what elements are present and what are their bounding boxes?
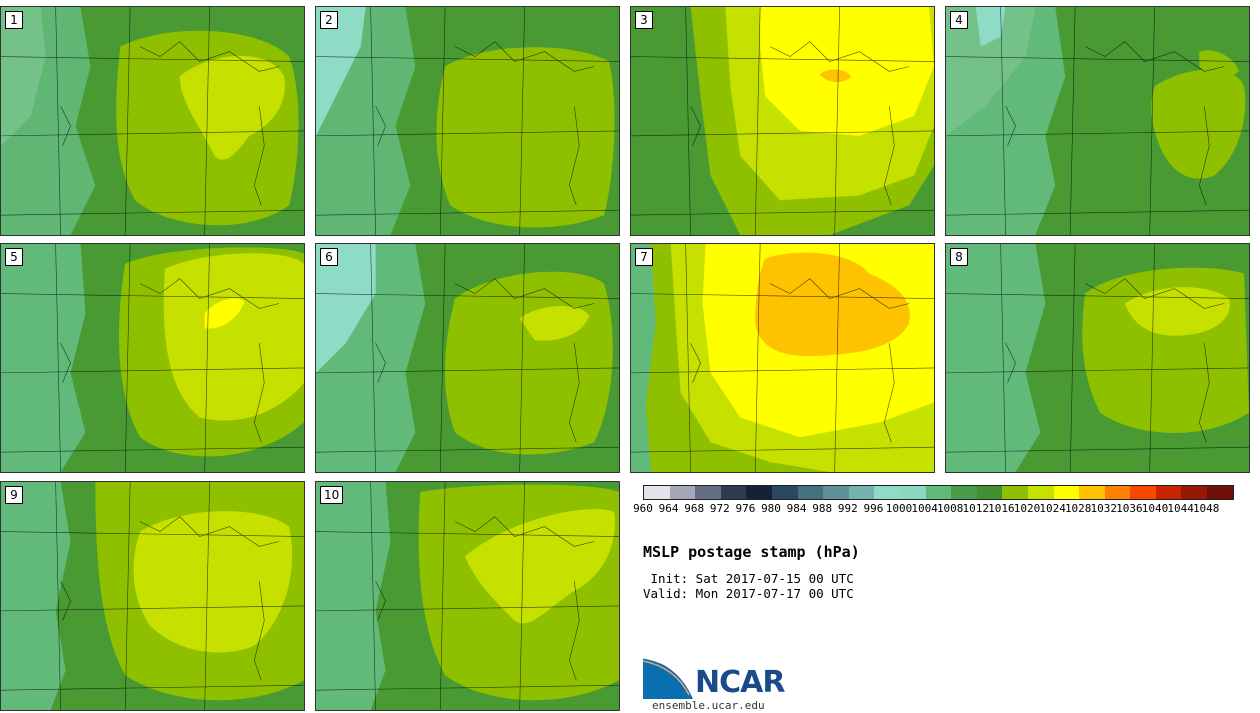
pressure-map	[316, 482, 619, 710]
valid-time: Valid: Mon 2017-07-17 00 UTC	[643, 586, 854, 601]
high-pressure-core	[519, 306, 590, 341]
colorbar-tick-label: 988	[812, 502, 833, 515]
colorbar-tick-label: 1000	[885, 502, 913, 515]
pressure-map	[1, 7, 304, 235]
colorbar-swatch	[1181, 486, 1208, 499]
stamp-number: 9	[5, 486, 23, 504]
colorbar-swatch	[695, 486, 721, 499]
pressure-map	[316, 7, 619, 235]
stamp-number: 4	[950, 11, 968, 29]
stamp-panel-10: 10	[315, 481, 620, 711]
colorbar-tick-label: 968	[684, 502, 705, 515]
colorbar-swatch	[1130, 486, 1156, 499]
stamp-number: 1	[5, 11, 23, 29]
colorbar-tick-label: 1024	[1039, 502, 1066, 515]
site-url: ensemble.ucar.edu	[652, 699, 765, 712]
high-pressure-region	[1151, 69, 1246, 179]
high-pressure-core	[465, 509, 615, 624]
colorbar-tick-label: 1004	[911, 502, 938, 515]
pressure-map	[316, 244, 619, 472]
ncar-logo-icon	[643, 657, 695, 699]
high-pressure-peak	[819, 69, 852, 83]
colorbar-tick-label: 1028	[1064, 502, 1092, 515]
high-pressure-core	[760, 7, 934, 136]
stamp-panel-6: 6	[315, 243, 620, 473]
colorbar-tick-label: 980	[761, 502, 781, 515]
colorbar-ticks: 960 964 968 972 976 980 984 988 992 996 1000 1004 10…	[630, 502, 1250, 516]
colorbar-swatch	[644, 486, 670, 499]
colorbar-swatch	[1104, 486, 1131, 499]
colorbar-swatch	[669, 486, 696, 499]
colorbar-swatch	[976, 486, 1003, 499]
stamp-panel-1: 1	[0, 6, 305, 236]
colorbar-tick-label: 976	[735, 502, 756, 515]
colorbar-swatch	[797, 486, 824, 499]
colorbar-swatch	[951, 486, 977, 499]
high-pressure-region	[436, 47, 615, 228]
colorbar-swatch	[899, 486, 926, 499]
high-pressure-core	[163, 253, 304, 421]
colorbar-swatch	[720, 486, 747, 499]
high-pressure-core	[755, 252, 910, 357]
colorbar-tick-label: 1012	[962, 502, 990, 515]
colorbar-swatch	[848, 486, 875, 499]
stamp-number: 10	[320, 486, 344, 504]
colorbar-tick-label: 1008	[936, 502, 964, 515]
pressure-map	[1, 482, 304, 710]
stamp-number: 2	[320, 11, 338, 29]
colorbar-tick-label: 1048	[1192, 502, 1220, 515]
stamp-panel-2: 2	[315, 6, 620, 236]
stamp-panel-8: 8	[945, 243, 1250, 473]
colorbar-tick-label: 984	[786, 502, 807, 515]
colorbar-swatch	[925, 486, 952, 499]
pressure-map	[631, 244, 934, 472]
colorbar	[643, 485, 1234, 500]
colorbar-swatch	[1207, 486, 1233, 499]
high-pressure-region	[444, 271, 613, 455]
colorbar-tick-label: 1016	[988, 502, 1015, 515]
colorbar-tick-label: 964	[658, 502, 679, 515]
stamp-panel-9: 9	[0, 481, 305, 711]
high-pressure-core	[133, 511, 293, 653]
colorbar-tick-label: 996	[863, 502, 884, 515]
colorbar-tick-label: 972	[709, 502, 730, 515]
stamp-panel-3: 3	[630, 6, 935, 236]
stamp-panel-5: 5	[0, 243, 305, 473]
pressure-map	[946, 7, 1249, 235]
colorbar-swatch	[823, 486, 849, 499]
chart-title: MSLP postage stamp (hPa)	[643, 543, 860, 561]
pressure-map	[946, 244, 1249, 472]
colorbar-swatch	[1079, 486, 1105, 499]
high-pressure-peak	[204, 298, 245, 329]
colorbar-swatch	[1053, 486, 1080, 499]
high-pressure-core	[1124, 287, 1230, 336]
stamp-number: 3	[635, 11, 653, 29]
colorbar-swatch	[1155, 486, 1182, 499]
stamp-number: 7	[635, 248, 653, 266]
colorbar-swatch	[1002, 486, 1028, 499]
logo-text: NCAR	[695, 665, 785, 700]
colorbar-tick-label: 992	[837, 502, 858, 515]
stamp-panel-4: 4	[945, 6, 1250, 236]
colorbar-tick-label: 1020	[1013, 502, 1041, 515]
colorbar-swatch	[746, 486, 772, 499]
stamp-panel-7: 7	[630, 243, 935, 473]
colorbar-swatch	[874, 486, 900, 499]
stamp-number: 6	[320, 248, 338, 266]
colorbar-swatch	[771, 486, 798, 499]
colorbar-tick-label: 960	[633, 502, 653, 515]
stamp-number: 8	[950, 248, 968, 266]
colorbar-tick-label: 1032	[1090, 502, 1118, 515]
high-pressure-core	[179, 55, 285, 160]
pressure-map	[631, 7, 934, 235]
colorbar-tick-label: 1036	[1116, 502, 1143, 515]
stamp-number: 5	[5, 248, 23, 266]
init-time: Init: Sat 2017-07-15 00 UTC	[643, 571, 854, 586]
colorbar-tick-label: 1044	[1167, 502, 1194, 515]
colorbar-swatch	[1027, 486, 1054, 499]
pressure-map	[1, 244, 304, 472]
colorbar-tick-label: 1040	[1141, 502, 1169, 515]
